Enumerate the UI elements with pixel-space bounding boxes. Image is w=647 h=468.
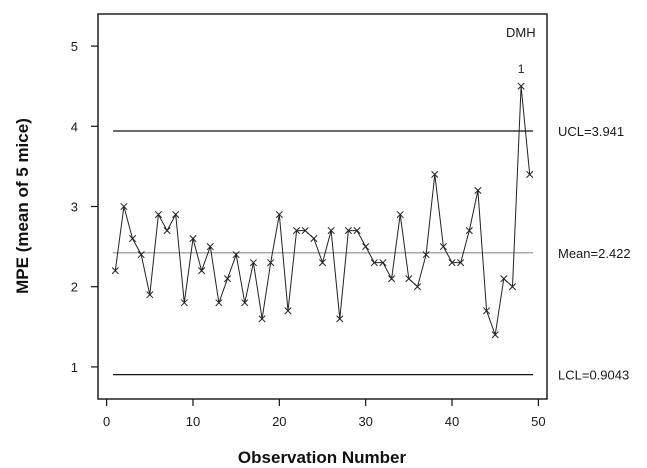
data-point bbox=[474, 186, 482, 195]
data-point bbox=[327, 227, 335, 235]
data-point bbox=[362, 243, 370, 251]
panel-label: DMH bbox=[506, 25, 536, 40]
data-point bbox=[146, 291, 154, 299]
data-point bbox=[388, 275, 396, 283]
data-point bbox=[465, 227, 473, 235]
y-tick-label: 2 bbox=[71, 280, 78, 295]
data-point bbox=[500, 275, 508, 283]
data-point bbox=[180, 299, 188, 307]
plot-frame bbox=[97, 13, 548, 400]
x-axis-title: Observation Number bbox=[238, 448, 407, 467]
data-point bbox=[223, 275, 232, 283]
data-point bbox=[163, 227, 171, 235]
x-tick-label: 10 bbox=[186, 414, 200, 429]
data-point bbox=[448, 259, 456, 267]
series-layer: 1 bbox=[111, 62, 534, 339]
data-point bbox=[508, 283, 517, 291]
data-point bbox=[318, 259, 327, 267]
data-point bbox=[128, 235, 137, 243]
data-point bbox=[422, 251, 430, 259]
data-point bbox=[249, 259, 257, 267]
data-point bbox=[526, 170, 534, 178]
data-point bbox=[457, 259, 465, 267]
data-point bbox=[198, 267, 206, 275]
point-annotation-0: 1 bbox=[518, 62, 525, 76]
reference-lines: UCL=3.941 Mean=2.422 LCL=0.9043 bbox=[113, 124, 631, 383]
x-tick-label: 20 bbox=[272, 414, 286, 429]
y-tick-label: 3 bbox=[71, 200, 78, 215]
data-point bbox=[413, 283, 422, 291]
x-tick-label: 40 bbox=[445, 414, 459, 429]
data-point bbox=[206, 243, 214, 251]
data-point bbox=[154, 210, 162, 219]
data-point bbox=[258, 315, 266, 323]
data-point bbox=[379, 259, 387, 267]
data-point bbox=[517, 82, 525, 90]
y-tick-label: 1 bbox=[71, 360, 78, 375]
x-tick-label: 30 bbox=[358, 414, 372, 429]
data-point bbox=[267, 259, 275, 267]
data-point bbox=[241, 299, 249, 307]
data-point bbox=[336, 315, 344, 323]
data-point bbox=[293, 227, 301, 235]
data-point bbox=[439, 243, 447, 251]
reference-line-label-0: UCL=3.941 bbox=[558, 124, 624, 139]
reference-line-label-1: Mean=2.422 bbox=[558, 246, 631, 261]
data-point bbox=[405, 275, 413, 283]
data-point bbox=[215, 299, 223, 307]
data-point bbox=[189, 235, 197, 243]
data-point bbox=[396, 210, 404, 219]
data-point bbox=[111, 267, 119, 275]
data-point bbox=[301, 227, 309, 235]
reference-line-label-2: LCL=0.9043 bbox=[558, 368, 629, 383]
y-tick-label: 5 bbox=[71, 39, 78, 54]
series-line-0 bbox=[114, 86, 531, 335]
data-point bbox=[232, 251, 240, 259]
data-point bbox=[491, 331, 499, 339]
data-point bbox=[284, 307, 292, 315]
data-point bbox=[137, 251, 145, 259]
data-point bbox=[275, 210, 283, 219]
data-point bbox=[172, 210, 180, 219]
data-point bbox=[120, 202, 128, 211]
data-point bbox=[370, 259, 378, 267]
data-point bbox=[310, 235, 318, 243]
data-point bbox=[344, 227, 352, 235]
data-point bbox=[353, 227, 361, 235]
y-tick-label: 4 bbox=[71, 119, 78, 134]
y-axis-title: MPE (mean of 5 mice) bbox=[13, 118, 32, 294]
data-point bbox=[483, 307, 491, 315]
x-tick-label: 50 bbox=[531, 414, 545, 429]
data-point bbox=[431, 170, 439, 178]
x-tick-label: 0 bbox=[103, 414, 110, 429]
